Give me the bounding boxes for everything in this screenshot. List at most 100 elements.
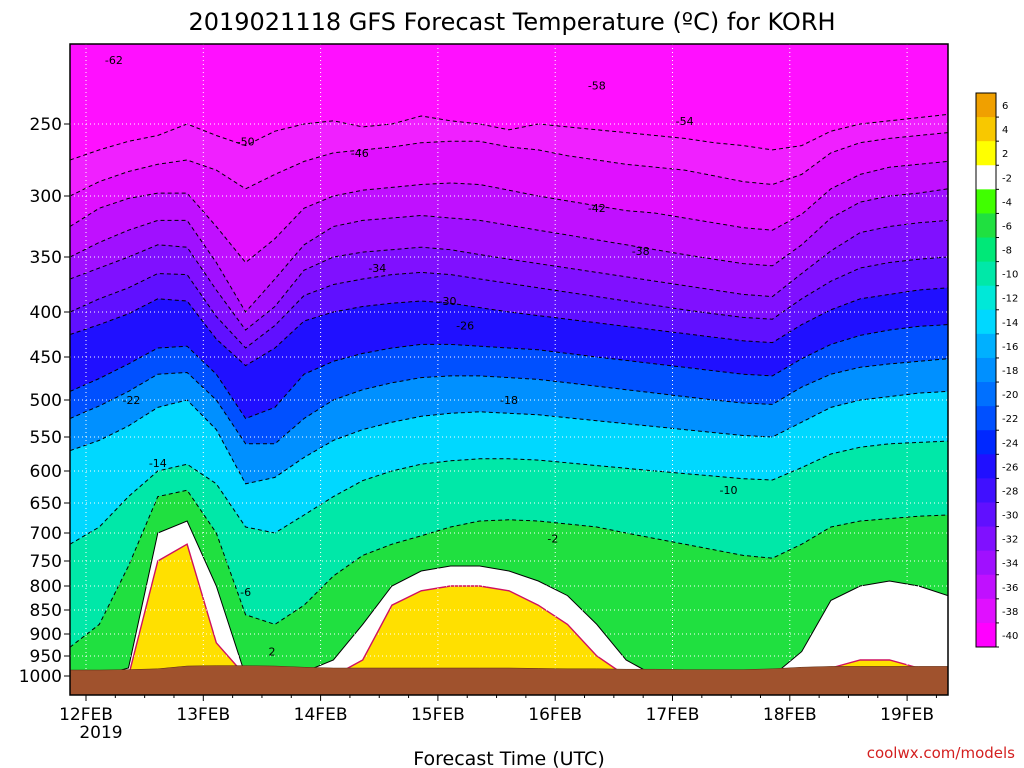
isotherm--34	[70, 219, 948, 331]
x-axis-sublabel: 2019	[79, 723, 122, 743]
contour-label: -2	[547, 533, 558, 546]
y-tick-label: 300	[30, 187, 62, 207]
colorbar-label: -28	[1002, 486, 1018, 497]
contour-label: 2	[268, 646, 275, 659]
y-tick-label: 900	[30, 625, 62, 645]
temperature-fill	[70, 44, 948, 695]
colorbar-label: -2	[1002, 173, 1012, 184]
colorbar-swatch	[976, 382, 996, 407]
colorbar-label: -8	[1002, 246, 1012, 257]
y-axis-ticks: 250 300 350 400 450 500 550 600 650 700 750 800 850 9…	[19, 115, 70, 687]
isotherm--18	[70, 358, 948, 445]
colorbar-label: -40	[1002, 631, 1018, 642]
x-tick-label: 12FEB	[59, 705, 113, 725]
colorbar-label: -38	[1002, 607, 1018, 618]
grid-lines	[70, 44, 948, 695]
colorbar-label: -30	[1002, 511, 1018, 522]
y-tick-label: 250	[30, 115, 62, 135]
colorbar-swatch	[976, 526, 996, 552]
y-tick-label: 950	[30, 647, 62, 667]
colorbar-swatch	[976, 165, 996, 190]
y-tick-label: 350	[30, 248, 62, 268]
x-tick-label: 16FEB	[528, 705, 582, 725]
colorbar-swatch	[976, 478, 996, 503]
contour-label: -10	[720, 484, 738, 497]
y-tick-label: 750	[30, 552, 62, 572]
isotherm--22	[70, 324, 948, 420]
colorbar-swatch	[976, 117, 996, 142]
colorbar-label: -18	[1002, 366, 1018, 377]
colorbar-label: -24	[1002, 438, 1018, 449]
isotherm--50	[70, 113, 948, 161]
colorbar-swatch	[976, 598, 996, 624]
x-tick-label: 17FEB	[646, 705, 700, 725]
colorbar-swatch	[976, 237, 996, 263]
colorbar-swatch	[976, 309, 996, 335]
contour-label: -50	[237, 135, 255, 148]
contour-labels: -62-58-54-50-46-42-38-34-30-26-22 -18-14-…	[105, 54, 738, 659]
contour-label: -42	[588, 202, 606, 215]
contour-label: -6	[240, 586, 251, 599]
contour-label: -30	[439, 295, 457, 308]
colorbar-label: 2	[1002, 149, 1008, 160]
chart-title: 2019021118 GFS Forecast Temperature (ºC)…	[188, 8, 835, 36]
colorbar-label: -36	[1002, 583, 1018, 594]
contour-label: -34	[368, 262, 386, 275]
colorbar-swatch	[976, 430, 996, 455]
y-tick-label: 500	[30, 391, 62, 411]
isotherm--26	[70, 287, 948, 367]
colorbar-swatch	[976, 454, 996, 479]
colorbar-swatch	[976, 333, 996, 359]
colorbar-swatch	[976, 141, 996, 166]
contour-label: -58	[588, 80, 606, 93]
colorbar-label: -26	[1002, 462, 1018, 473]
y-tick-label: 800	[30, 577, 62, 597]
y-tick-label: 700	[30, 524, 62, 544]
colorbar-label: -22	[1002, 414, 1018, 425]
x-axis-label: Forecast Time (UTC)	[413, 748, 604, 768]
x-tick-label: 18FEB	[763, 705, 817, 725]
isotherm--30	[70, 256, 948, 349]
colorbar-swatch	[976, 574, 996, 600]
y-tick-label: 450	[30, 348, 62, 368]
colorbar-swatch	[976, 261, 996, 287]
colorbar-swatch	[976, 213, 996, 239]
contour-label: -14	[149, 457, 167, 470]
isotherm--38	[70, 188, 948, 313]
colorbar-label: -12	[1002, 294, 1018, 305]
colorbar-label: -16	[1002, 342, 1018, 353]
y-tick-label: 400	[30, 303, 62, 323]
y-tick-label: 650	[30, 494, 62, 514]
colorbar-swatch	[976, 622, 996, 648]
contour-label: -38	[632, 245, 650, 258]
x-axis-ticks: 12FEB 13FEB 14FEB 15FEB 16FEB 17FEB 18FEB 19FEB	[59, 695, 937, 725]
contour-label: -54	[676, 115, 694, 128]
colorbar-swatch	[976, 285, 996, 311]
x-tick-label: 15FEB	[411, 705, 465, 725]
colorbar-swatch	[976, 93, 996, 118]
colorbar-label: 4	[1002, 125, 1008, 136]
colorbar-swatch	[976, 502, 996, 528]
credit-text[interactable]: coolwx.com/models	[867, 744, 1015, 762]
isotherm--46	[70, 132, 948, 197]
colorbar-frame	[975, 92, 997, 648]
isotherm--14	[70, 390, 948, 485]
colorbar-swatch	[976, 550, 996, 576]
colorbar: 6 4 2 -2 -4 -6 -8 -10 -12 -14 -16 -18 -20 -22 -24 -26 -2…	[975, 92, 1018, 648]
colorbar-swatch	[976, 189, 996, 214]
isotherm--10	[70, 440, 948, 545]
isotherm--6	[70, 489, 948, 648]
colorbar-label: -10	[1002, 270, 1018, 281]
colorbar-label: -4	[1002, 197, 1012, 208]
colorbar-label: -14	[1002, 318, 1018, 329]
contour-label: -62	[105, 54, 123, 67]
x-tick-label: 14FEB	[294, 705, 348, 725]
y-tick-label: 600	[30, 462, 62, 482]
colorbar-swatch	[976, 357, 996, 383]
colorbar-label: -32	[1002, 535, 1018, 546]
y-tick-label: 1000	[19, 667, 62, 687]
colorbar-label: -34	[1002, 559, 1018, 570]
x-tick-label: 19FEB	[880, 705, 934, 725]
y-tick-label: 850	[30, 601, 62, 621]
